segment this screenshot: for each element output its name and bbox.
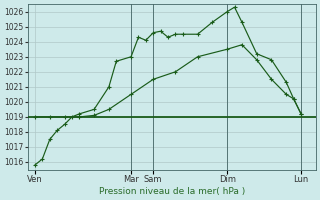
- X-axis label: Pression niveau de la mer( hPa ): Pression niveau de la mer( hPa ): [99, 187, 245, 196]
